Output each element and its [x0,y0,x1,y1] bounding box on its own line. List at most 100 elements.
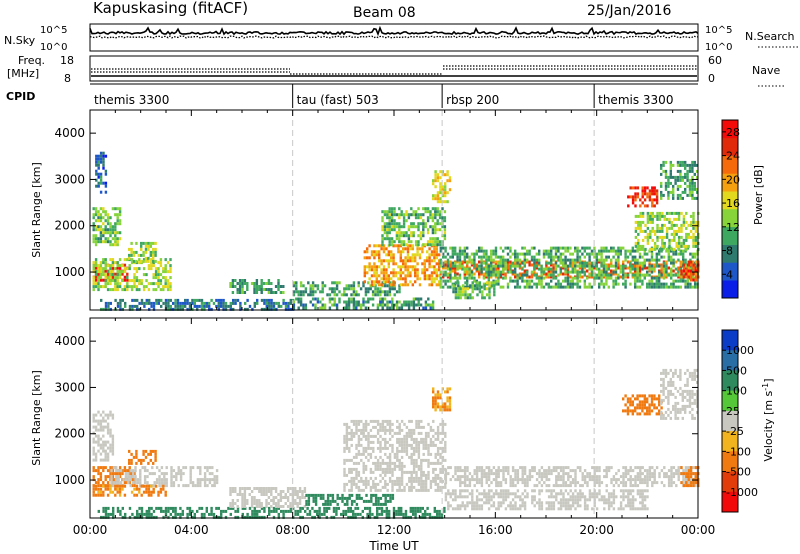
data-cell [424,243,427,247]
data-cell [643,261,646,265]
data-cell [679,178,682,182]
data-cell [458,285,462,289]
data-cell [685,238,688,242]
data-cell [443,219,447,223]
data-cell [193,304,196,308]
data-cell [428,247,431,251]
data-cell [343,290,346,294]
data-cell [669,163,672,167]
data-cell [111,469,115,473]
data-cell [118,276,122,280]
data-cell [258,505,261,508]
data-cell [419,303,423,307]
data-cell [97,267,100,271]
date-title: 25/Jan/2016 [587,3,672,19]
data-cell [482,276,486,280]
data-cell [94,481,98,485]
data-cell [439,422,442,426]
data-cell [538,252,541,256]
data-cell [441,188,444,192]
data-cell [448,176,452,180]
data-cell [258,490,261,493]
data-cell [656,229,659,233]
data-cell [432,387,435,391]
data-cell [480,270,483,274]
data-cell [545,272,548,276]
data-cell [384,440,387,444]
data-cell [535,266,538,270]
data-cell [409,280,412,284]
data-cell [100,515,103,519]
data-cell [530,279,534,283]
data-cell [444,249,447,253]
data-cell [196,481,200,485]
data-cell [284,493,287,496]
data-cell [451,269,454,273]
data-cell [348,449,351,453]
data-cell [456,276,459,280]
data-cell [391,428,394,432]
data-cell [116,266,119,270]
data-cell [410,461,413,465]
data-cell [99,157,103,161]
data-cell [412,446,416,450]
data-cell [374,464,377,468]
data-cell [600,261,603,265]
data-cell [286,487,290,490]
data-cell [372,485,375,489]
data-cell [109,276,112,280]
data-cell [665,267,668,271]
data-cell [378,283,381,287]
data-cell [355,446,358,450]
data-cell [164,304,168,308]
data-cell [164,270,167,274]
data-cell [131,469,135,473]
data-cell [423,271,426,275]
data-cell [170,481,173,485]
data-cell [439,455,442,459]
data-cell [147,452,150,456]
data-cell [676,184,680,188]
data-cell [151,466,154,470]
data-cell [559,246,562,250]
data-cell [217,307,220,311]
data-cell [111,228,115,232]
data-cell [222,301,225,305]
data-cell [682,255,685,259]
data-cell [470,261,474,265]
data-cell [367,479,370,483]
data-cell [457,281,460,285]
data-cell [106,279,110,283]
data-cell [393,461,397,465]
data-cell [404,515,408,519]
data-cell [468,273,471,277]
data-cell [639,226,642,230]
data-cell [196,304,199,308]
data-cell [392,509,396,513]
data-cell [433,247,436,251]
data-cell [152,307,156,311]
data-cell [398,300,401,304]
data-cell [427,452,430,456]
data-cell [181,307,184,311]
data-cell [540,273,543,277]
data-cell [448,399,452,403]
data-cell [422,458,425,462]
data-cell [422,479,425,483]
data-cell [277,288,280,291]
data-cell [321,281,324,285]
data-cell [600,252,603,256]
data-cell [362,434,365,438]
data-cell [492,249,495,253]
data-cell [521,261,524,265]
data-cell [94,261,98,265]
data-cell [111,225,115,229]
data-cell [176,307,180,311]
data-cell [359,287,363,291]
data-cell [111,472,115,476]
data-cell [111,264,115,268]
data-cell [97,487,100,491]
data-cell [133,484,136,488]
nsearch-label: N.Search [745,30,795,43]
data-cell [694,272,698,276]
